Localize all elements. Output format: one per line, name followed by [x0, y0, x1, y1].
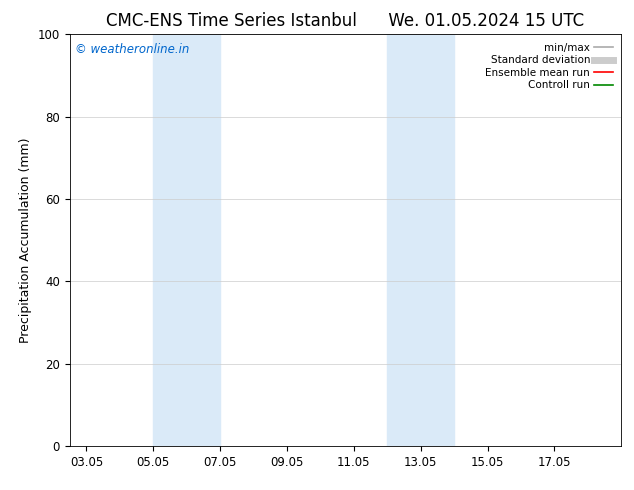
Legend: min/max, Standard deviation, Ensemble mean run, Controll run: min/max, Standard deviation, Ensemble me… [482, 40, 616, 94]
Y-axis label: Precipitation Accumulation (mm): Precipitation Accumulation (mm) [19, 137, 32, 343]
Text: © weatheronline.in: © weatheronline.in [75, 43, 190, 55]
Bar [387, 34, 454, 446]
Title: CMC-ENS Time Series Istanbul      We. 01.05.2024 15 UTC: CMC-ENS Time Series Istanbul We. 01.05.2… [107, 12, 585, 30]
Bar [153, 34, 220, 446]
